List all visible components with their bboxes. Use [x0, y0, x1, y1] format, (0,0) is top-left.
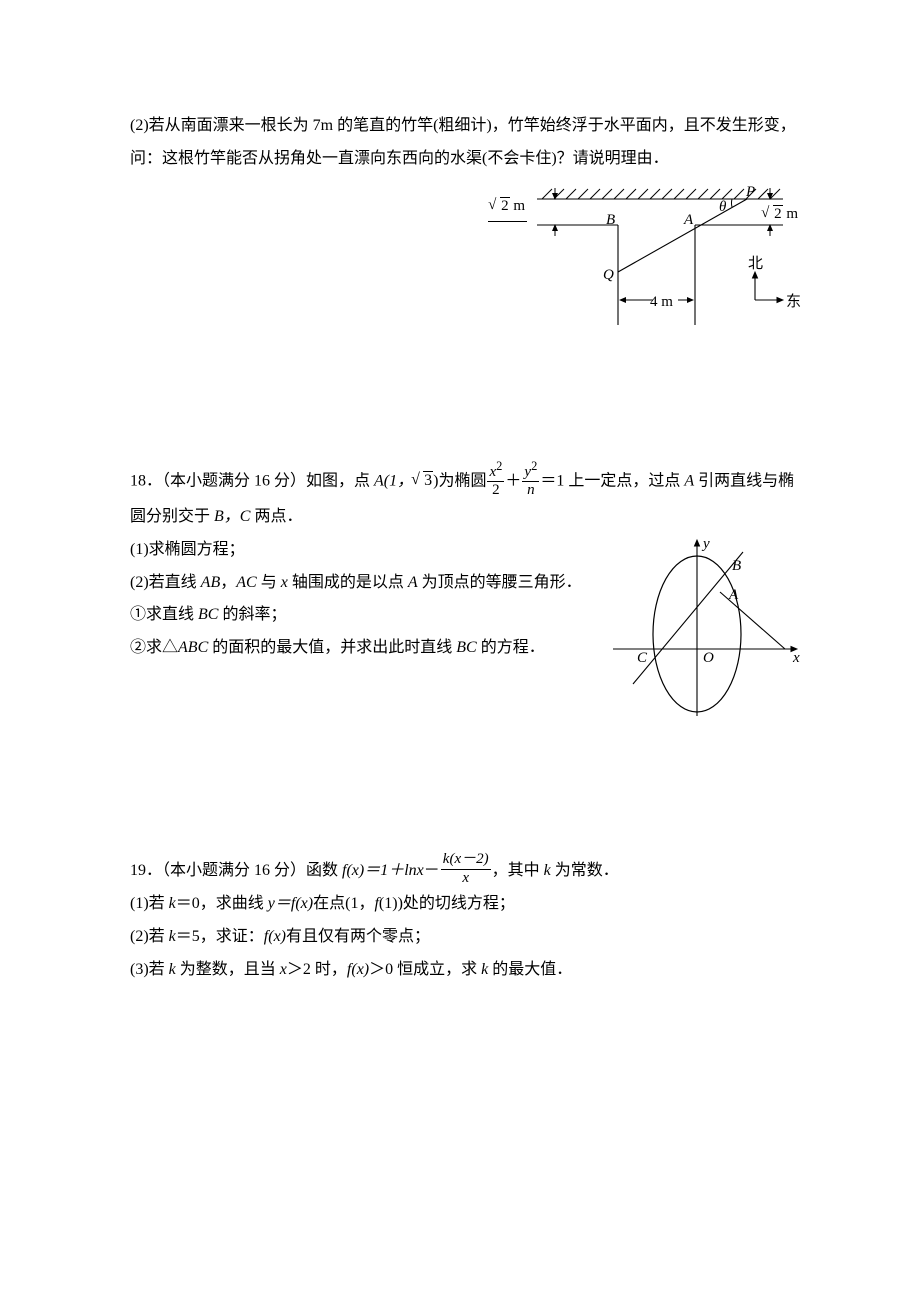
spacer-1 [130, 332, 805, 462]
p18-t1: 18．（本小题满分 16 分）如图，点 [130, 472, 374, 489]
p18-q2: ②求△ABC 的面积的最大值，并求出此时直线 BC 的方程． [130, 632, 585, 665]
p18-f1d: 2 [487, 481, 504, 499]
svg-text:B: B [732, 558, 741, 574]
p18-plus: ＋ [505, 472, 521, 489]
p18-intro2: 圆分别交于 B，C 两点． [130, 501, 805, 534]
p18-eq1: ＝1 上一定点，过点 [540, 472, 684, 489]
svg-text:C: C [637, 650, 648, 666]
problem-17-part2: (2)若从南面漂来一根长为 7m 的笔直的竹竿(粗细计)，竹竿始终浮于水平面内，… [130, 110, 805, 332]
problem-18: 18．（本小题满分 16 分）如图，点 A(1，3)为椭圆x22＋y2n＝1 上… [130, 462, 805, 724]
p18-t4: 圆分别交于 [130, 508, 214, 525]
problem-19: 19．（本小题满分 16 分）函数 f(x)＝1＋lnx－k(x－2)x，其中 … [130, 854, 805, 987]
p19-k: k [544, 862, 551, 879]
svg-text:y: y [701, 536, 710, 552]
sqrt2-left: 2 [500, 197, 510, 214]
svg-text:4 m: 4 m [650, 294, 673, 310]
p19-t3: 为常数． [551, 862, 619, 879]
p19-t1: 19．（本小题满分 16 分）函数 [130, 862, 342, 879]
p19-intro: 19．（本小题满分 16 分）函数 f(x)＝1＋lnx－k(x－2)x，其中 … [130, 854, 805, 889]
p18-pointA: A(1， [374, 472, 413, 489]
p18-body: (1)求椭圆方程； (2)若直线 AB，AC 与 x 轴围成的是以点 A 为顶点… [130, 534, 805, 724]
svg-text:θ: θ [719, 199, 727, 215]
p19-part1: (1)若 k＝0，求曲线 y＝f(x)在点(1，f(1))处的切线方程； [130, 888, 805, 921]
p18-t3: 引两直线与椭 [694, 472, 794, 489]
p19-x: x [417, 862, 424, 879]
p18-part2: (2)若直线 AB，AC 与 x 轴围成的是以点 A 为顶点的等腰三角形． [130, 567, 585, 600]
svg-text:东: 东 [786, 293, 801, 310]
svg-text:A: A [728, 587, 739, 603]
p18-figure: y x O A B C [605, 534, 805, 724]
p18-intro: 18．（本小题满分 16 分）如图，点 A(1，3)为椭圆x22＋y2n＝1 上… [130, 462, 805, 502]
p18-sqrt3: 3 [423, 471, 433, 489]
p19-fn: k(x－2) [441, 852, 491, 869]
p19-t2: ，其中 [492, 862, 544, 879]
p18-f2d: n [522, 481, 539, 499]
p18-t2: )为椭圆 [433, 472, 486, 489]
sqrt2-right: 2 [773, 205, 783, 222]
p17-figure: P θ B A Q 4 m 北 东 [500, 182, 805, 332]
svg-text:A: A [683, 212, 694, 228]
p17-line1: (2)若从南面漂来一根长为 7m 的笔直的竹竿(粗细计)，竹竿始终浮于水平面内，… [130, 110, 805, 143]
svg-text:B: B [606, 212, 615, 228]
svg-text:x: x [792, 650, 800, 666]
unit-m-left: m [513, 198, 525, 214]
svg-text:Q: Q [603, 267, 614, 283]
svg-text:O: O [703, 650, 714, 666]
svg-text:P: P [745, 184, 755, 200]
p19-part3: (3)若 k 为整数，且当 x＞2 时，f(x)＞0 恒成立，求 k 的最大值． [130, 954, 805, 987]
p19-part2: (2)若 k＝5，求证：f(x)有且仅有两个零点； [130, 921, 805, 954]
p18-BC: B，C [214, 508, 250, 525]
p18-q1: ①求直线 BC 的斜率； [130, 599, 585, 632]
p18-part1: (1)求椭圆方程； [130, 534, 585, 567]
p19-fx: f(x)＝1＋ln [342, 862, 417, 879]
spacer-2 [130, 724, 805, 854]
p19-minus: － [424, 862, 440, 879]
p17-line2: 问：这根竹竿能否从拐角处一直漂向东西向的水渠(不会卡住)？请说明理由． [130, 143, 805, 176]
svg-text:北: 北 [748, 255, 763, 272]
unit-m-right: m [786, 206, 798, 222]
p17-figure-wrap: P θ B A Q 4 m 北 东 [130, 182, 805, 332]
p18-t5: 两点． [250, 508, 302, 525]
p19-fd: x [441, 869, 491, 887]
